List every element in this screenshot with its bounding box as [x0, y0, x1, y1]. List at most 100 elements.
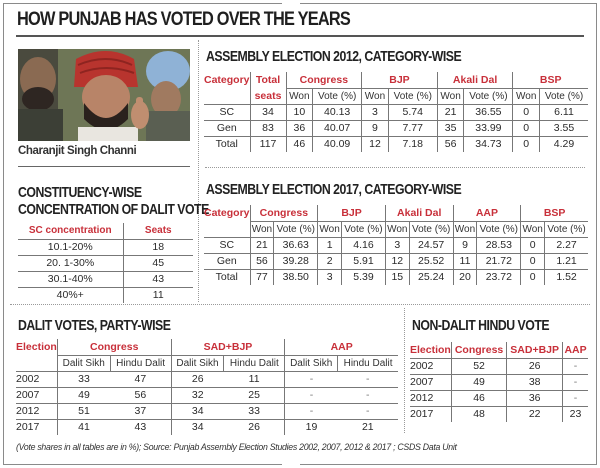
table-row: Total 117 46 40.09 12 7.18 56 34.73 0 4.29	[204, 136, 588, 152]
cell-won: 0	[520, 253, 545, 269]
sub-hindu-dalit: Hindu Dalit	[223, 354, 285, 371]
cell-value: 26	[248, 421, 260, 434]
table-row: 20. 1-30% 45	[18, 255, 193, 271]
cell-value: 33	[56, 371, 111, 387]
cell-won: 15	[384, 269, 410, 285]
table-row: 30.1-40% 43	[18, 271, 193, 287]
cell-value: 52	[450, 358, 507, 374]
cell-year: 2007	[16, 389, 40, 401]
cell-value: 41	[56, 419, 111, 435]
cell-year: 2012	[410, 392, 434, 404]
divider-vertical-left	[198, 40, 199, 302]
cell-category: SC	[219, 239, 235, 251]
cell-year: 2017	[410, 408, 434, 421]
sub-header-row: seats Won Vote (%) Won Vote (%) Won Vote…	[204, 87, 588, 104]
table-row: 2002 52 26-	[410, 358, 588, 374]
cell-category: Total	[215, 138, 238, 151]
table-row: 2002 33 47 26 11 - -	[16, 371, 398, 387]
cell-concentration: 20. 1-30%	[46, 257, 95, 269]
cell-vote: 21.72	[476, 253, 521, 269]
cell-value: -	[366, 405, 370, 417]
cell-seats: 43	[122, 271, 193, 287]
header-sc-concentration: SC concentration	[28, 225, 112, 237]
cell-vote: 28.53	[476, 237, 521, 253]
dalit-table: Election Congress SAD+BJP AAP Dalit Sikh…	[16, 339, 398, 435]
cell-won: 21	[436, 104, 464, 120]
cell-vote: 2.27	[544, 237, 588, 253]
cell-value: 32	[170, 387, 224, 403]
table-row: 2007 49 56 32 25 - -	[16, 387, 398, 403]
cell-won: 0	[520, 237, 545, 253]
cell-vote: 5.74	[387, 104, 438, 120]
cell-vote: 33.99	[463, 120, 513, 136]
header-election: Election	[410, 343, 451, 356]
cell-won: 0	[512, 136, 540, 152]
cell-won: 21	[249, 237, 274, 253]
cell-vote: 3.55	[539, 120, 588, 136]
cell-value: 19	[284, 419, 338, 435]
cell-seats: 45	[122, 255, 193, 271]
cell-value: 22	[506, 406, 563, 422]
header-seats: Seats	[122, 223, 193, 239]
header-category: Category	[204, 207, 250, 219]
sub-won: Won	[317, 220, 342, 237]
sub-won: Won	[361, 87, 389, 104]
footnote: (Vote shares in all tables are in %); So…	[16, 442, 457, 453]
cell-value: 11	[248, 373, 260, 385]
table-header-row: SC concentration Seats	[18, 223, 193, 239]
cell-won: 20	[452, 269, 477, 285]
sub-won: Won	[436, 87, 464, 104]
header-election: Election	[16, 341, 57, 353]
party-congress: Congress	[285, 72, 362, 88]
sub-header-row: Won Vote (%) Won Vote (%) Won Vote (%) W…	[204, 220, 588, 237]
table-row: 40%+ 11	[18, 287, 193, 303]
sub-vote: Vote (%)	[387, 87, 438, 104]
ae2017-table: Category Congress BJP Akali Dal AAP BSP …	[204, 205, 588, 285]
cell-vote: 39.28	[273, 253, 318, 269]
cell-category: Total	[215, 271, 238, 284]
cell-value: 34	[170, 419, 224, 435]
cell-won: 56	[436, 136, 464, 152]
party-bjp: BJP	[361, 72, 438, 88]
cell-won: 0	[512, 104, 540, 120]
cell-concentration: 40%+	[56, 289, 84, 302]
nondalit-table: Election Congress SAD+BJP AAP 2002 52 26- …	[410, 342, 588, 422]
cell-value: 49	[56, 387, 111, 403]
cell-year: 2002	[16, 373, 40, 385]
cell-value: 36	[506, 390, 563, 406]
main-title: HOW PUNJAB HAS VOTED OVER THE YEARS	[17, 9, 351, 30]
header-empty	[16, 355, 57, 371]
cell-value: -	[562, 358, 588, 374]
header-sad-bjp: SAD+BJP	[506, 342, 563, 358]
table-row: 2007 49 38-	[410, 374, 588, 390]
sub-vote: Vote (%)	[544, 220, 588, 237]
cell-value: -	[366, 373, 370, 385]
cell-vote: 38.50	[273, 269, 318, 285]
party-congress: Congress	[56, 339, 172, 355]
sub-hindu-dalit: Hindu Dalit	[109, 354, 172, 371]
party-congress: Congress	[249, 205, 318, 221]
cell-value: -	[562, 390, 588, 406]
cell-vote: 40.09	[312, 136, 362, 152]
cell-vote: 25.52	[408, 253, 454, 269]
header-empty	[204, 221, 250, 237]
cell-won: 3	[384, 237, 410, 253]
cell-value: -	[366, 389, 370, 401]
cell-vote: 5.39	[341, 269, 386, 285]
table-row: 2017 41 43 34 26 19 21	[16, 419, 398, 435]
ae2017-title: ASSEMBLY ELECTION 2017, CATEGORY-WISE	[206, 181, 462, 198]
sub-dalit-sikh: Dalit Sikh	[56, 354, 111, 371]
cell-value: 38	[506, 374, 563, 390]
cell-value: 56	[134, 389, 147, 401]
sub-won: Won	[520, 220, 545, 237]
party-header-row: Election Congress SAD+BJP AAP	[16, 339, 398, 355]
cell-vote: 7.18	[387, 136, 438, 152]
header-total-seats-1: Total	[249, 72, 287, 88]
cell-vote: 6.11	[539, 104, 588, 120]
nondalit-title: NON-DALIT HINDU VOTE	[412, 317, 550, 334]
cell-year: 2007	[410, 376, 434, 388]
cell-value: 34	[170, 403, 224, 419]
cell-value: 26	[506, 358, 563, 374]
sub-header-row: Dalit Sikh Hindu Dalit Dalit Sikh Hindu …	[16, 354, 398, 371]
cell-seats: 18	[122, 239, 193, 255]
